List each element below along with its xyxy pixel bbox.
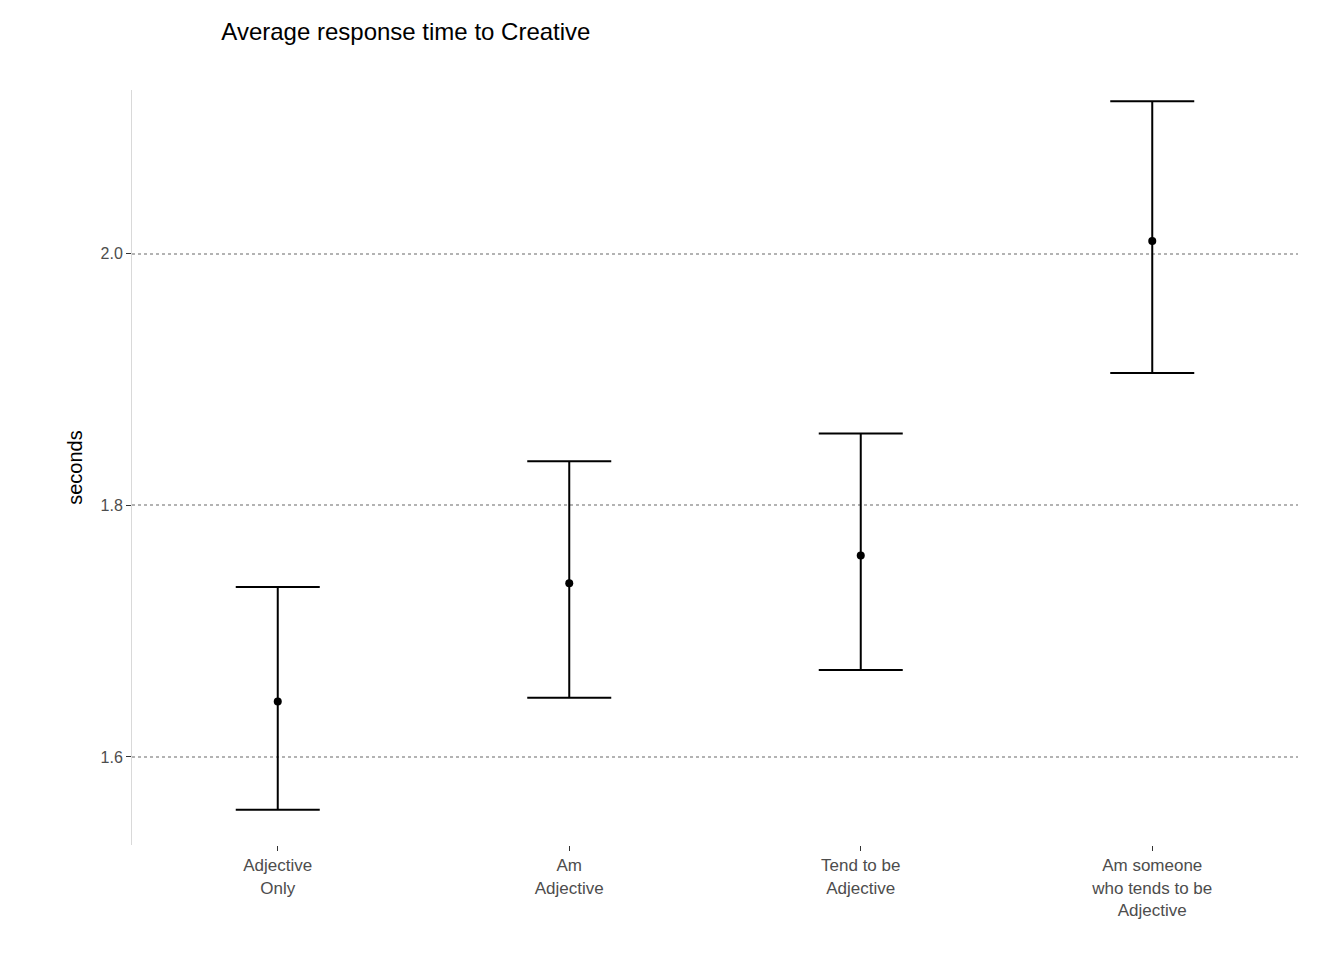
svg-text:1.8: 1.8 — [101, 497, 123, 514]
svg-text:Am someonewho tends to beAdjec: Am someonewho tends to beAdjective — [1091, 856, 1212, 919]
svg-text:1.6: 1.6 — [101, 749, 123, 766]
svg-text:AdjectiveOnly: AdjectiveOnly — [243, 856, 312, 897]
svg-text:2.0: 2.0 — [101, 245, 123, 262]
svg-text:Average response time to Creat: Average response time to Creative — [221, 18, 590, 45]
svg-text:Tend to beAdjective: Tend to beAdjective — [821, 856, 900, 897]
svg-text:AmAdjective: AmAdjective — [535, 856, 604, 897]
svg-text:seconds: seconds — [64, 430, 86, 505]
